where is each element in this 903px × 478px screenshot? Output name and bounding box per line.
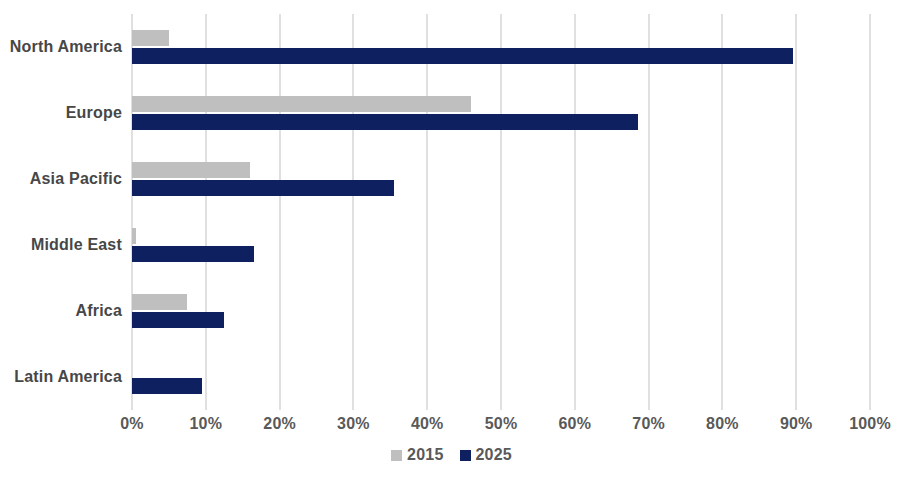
bar-2015 <box>132 228 136 244</box>
legend-label: 2015 <box>407 446 443 464</box>
bar-2015 <box>132 162 250 178</box>
category-row <box>132 344 870 410</box>
bar-2015 <box>132 294 187 310</box>
x-tick-label: 0% <box>95 415 169 433</box>
x-tick-label: 30% <box>316 415 390 433</box>
legend-label: 2025 <box>476 446 512 464</box>
bar-2025 <box>132 378 202 394</box>
bar-2025 <box>132 180 394 196</box>
legend-swatch-icon <box>460 450 471 461</box>
category-label: Europe <box>0 104 122 121</box>
bar-2025 <box>132 48 793 64</box>
category-row <box>132 80 870 146</box>
plot-area <box>132 14 870 410</box>
x-tick-label: 10% <box>169 415 243 433</box>
x-tick-label: 20% <box>243 415 317 433</box>
category-label: Africa <box>0 302 122 319</box>
x-tick-label: 40% <box>390 415 464 433</box>
category-row <box>132 146 870 212</box>
bar-2015 <box>132 30 169 46</box>
legend-item-2015: 2015 <box>391 446 443 464</box>
x-tick-label: 100% <box>833 415 903 433</box>
category-row <box>132 14 870 80</box>
x-tick-label: 90% <box>759 415 833 433</box>
bar-2015 <box>132 96 471 112</box>
category-row <box>132 212 870 278</box>
x-tick-label: 80% <box>685 415 759 433</box>
legend-swatch-icon <box>391 450 402 461</box>
bar-2025 <box>132 246 254 262</box>
category-label: Middle East <box>0 236 122 253</box>
category-row <box>132 278 870 344</box>
legend: 2015 2025 <box>0 446 903 464</box>
bar-2025 <box>132 114 638 130</box>
category-label: North America <box>0 38 122 55</box>
legend-item-2025: 2025 <box>460 446 512 464</box>
x-tick-label: 60% <box>538 415 612 433</box>
bar-2025 <box>132 312 224 328</box>
x-tick-label: 50% <box>464 415 538 433</box>
bar-chart: North America Europe Asia Pacific Middle Ea… <box>0 0 903 478</box>
category-label: Latin America <box>0 368 122 385</box>
category-label: Asia Pacific <box>0 170 122 187</box>
x-tick-label: 70% <box>612 415 686 433</box>
